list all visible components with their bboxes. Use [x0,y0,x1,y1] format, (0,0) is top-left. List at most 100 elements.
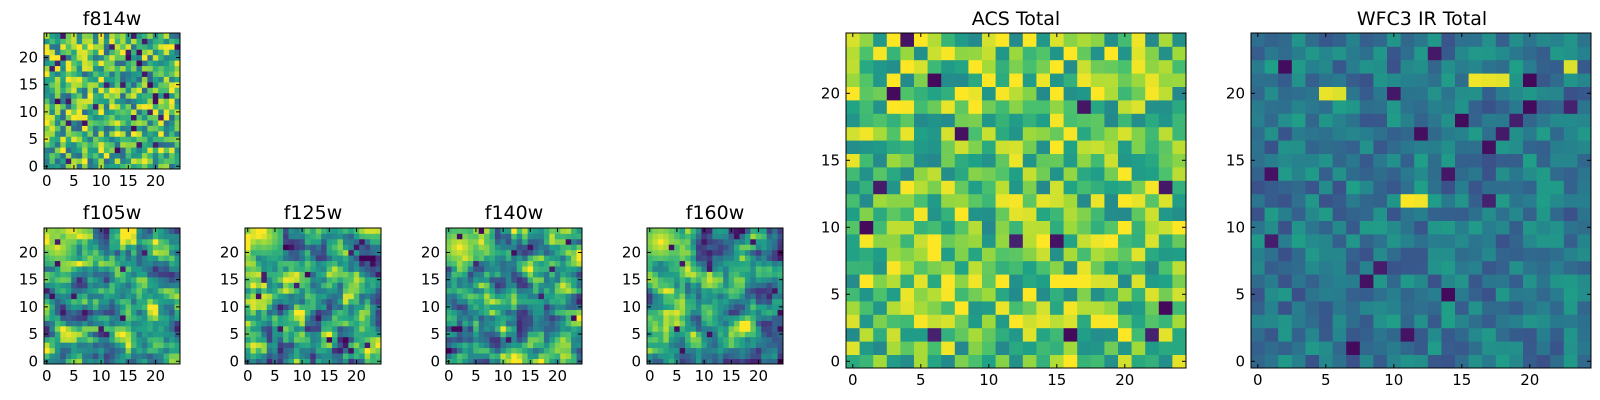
heatmap-cell [1131,301,1146,315]
heatmap-cell [147,158,154,164]
heatmap-cell [527,233,534,240]
heatmap-cell [82,304,88,310]
heatmap-cell [375,325,382,332]
heatmap-cell [1264,341,1279,355]
heatmap-cell [125,336,132,343]
heatmap-cell [478,336,485,343]
heatmap-cell [1291,113,1306,128]
heatmap-cell [44,43,50,50]
heatmap-cell [337,249,344,256]
heatmap-cell [494,315,501,321]
heatmap-cell [277,282,284,289]
heatmap-cell [995,354,1010,369]
heatmap-cell [60,43,67,50]
heatmap-cell [668,298,675,305]
heatmap-cell [337,358,344,365]
heatmap-cell [701,282,708,289]
heatmap-cell [1550,167,1565,181]
heatmap-cell [777,298,784,305]
heatmap-cell [859,140,874,154]
heatmap-cell [1550,341,1565,355]
heatmap-cell [954,86,969,101]
heatmap-cell [87,43,94,50]
heatmap-cell [71,287,78,294]
heatmap-cell [761,358,768,365]
heatmap-cell [60,114,67,121]
heatmap-cell [478,347,485,354]
heatmap-cell [473,249,480,256]
heatmap-cell [941,33,956,47]
heatmap-cell [1346,33,1361,47]
heatmap-cell [158,233,165,240]
heatmap-cell [71,298,78,305]
heatmap-cell [927,314,942,329]
heatmap-cell [272,260,279,267]
heatmap-cell [92,81,99,88]
heatmap-cell [755,309,762,316]
heatmap-cell [87,141,94,148]
heatmap-cell [1158,341,1173,355]
heatmap-cell [1455,59,1469,74]
heatmap-cell [98,331,105,338]
heatmap-cell [1264,153,1279,168]
heatmap-cell [131,43,137,50]
heatmap-cell [370,336,376,343]
heatmap-cell [44,158,50,164]
heatmap-cell [1536,220,1551,235]
heatmap-cell [446,309,452,316]
heatmap-cell [71,260,78,267]
heatmap-cell [245,309,251,316]
heatmap-cell [576,266,583,272]
heatmap-cell [82,152,88,159]
heatmap-cell [695,353,702,359]
heatmap-cell [1131,193,1146,208]
heatmap-cell [941,220,956,235]
heatmap-cell [1305,341,1320,355]
heatmap-cell [109,81,116,88]
heatmap-cell [1414,247,1429,262]
heatmap-cell [44,152,50,159]
heatmap-cell [446,287,452,294]
heatmap-cell [674,336,681,343]
heatmap-cell [1063,193,1078,208]
heatmap-cell [478,238,485,245]
heatmap-cell [914,140,928,154]
heatmap-cell [1563,153,1578,168]
y-tick-label: 15 [622,271,641,289]
heatmap-cell [1145,287,1160,302]
heatmap-cell [494,331,501,338]
heatmap-cell [995,73,1010,87]
heatmap-cell [522,266,528,272]
x-tick-label: 20 [347,367,366,385]
heatmap-cell [456,347,463,354]
heatmap-cell [744,325,751,332]
heatmap-cell [332,298,338,305]
heatmap-cell [505,287,512,294]
heatmap-cell [1090,354,1105,369]
heatmap-cell [1509,327,1524,342]
heatmap-cell [701,347,708,354]
heatmap-cell [364,238,371,245]
heatmap-cell [49,147,56,154]
heatmap-cell [1455,46,1469,61]
heatmap-cell [288,298,295,305]
heatmap-cell [141,103,148,110]
heatmap-cell [337,238,344,245]
heatmap-cell [1050,180,1064,195]
heatmap-cell [500,347,507,354]
heatmap-cell [120,298,126,305]
heatmap-cell [337,353,344,359]
heatmap-cell [353,244,360,251]
heatmap-cell [87,163,94,170]
heatmap-cell [744,249,751,256]
heatmap-cell [277,293,284,300]
heatmap-cell [1063,33,1078,47]
heatmap-cell [1090,153,1105,168]
heatmap-cell [886,207,901,221]
heatmap-cell [1251,86,1265,101]
heatmap-cell [76,287,83,294]
heatmap-cell [886,126,901,141]
heatmap-cell [516,293,523,300]
heatmap-cell [114,65,121,72]
